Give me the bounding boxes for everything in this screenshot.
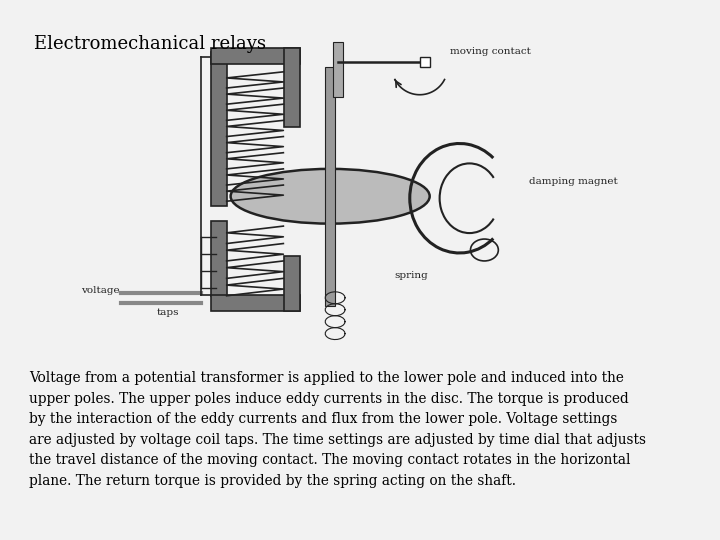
Bar xyxy=(211,295,300,310)
Text: Voltage from a potential transformer is applied to the lower pole and induced in: Voltage from a potential transformer is … xyxy=(29,371,646,488)
Text: Electromechanical relays: Electromechanical relays xyxy=(34,35,266,53)
Text: moving contact: moving contact xyxy=(449,48,531,57)
Text: spring: spring xyxy=(395,272,428,280)
Text: voltage: voltage xyxy=(81,286,120,295)
Bar xyxy=(325,67,335,306)
Text: taps: taps xyxy=(156,308,179,317)
Bar xyxy=(211,52,227,206)
Bar xyxy=(420,57,430,67)
Bar xyxy=(333,42,343,97)
Bar xyxy=(284,256,300,310)
Bar xyxy=(284,48,300,126)
Bar xyxy=(211,48,300,64)
Ellipse shape xyxy=(230,169,430,224)
Bar xyxy=(211,221,227,296)
Text: damping magnet: damping magnet xyxy=(529,177,618,186)
